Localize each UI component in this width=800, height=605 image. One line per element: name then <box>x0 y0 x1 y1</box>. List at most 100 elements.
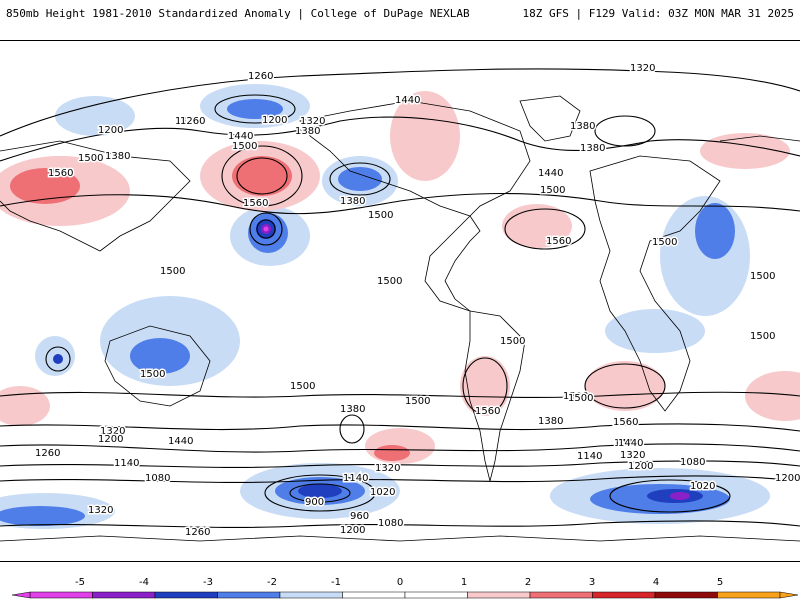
anomaly-neg4-region <box>670 492 690 500</box>
contour-1380-atlantic-low <box>594 115 656 147</box>
colorbar-segment <box>467 591 531 599</box>
anomaly-neg2-region <box>130 338 190 374</box>
contour-label: 1200 <box>262 115 287 126</box>
colorbar-tick-label: -3 <box>203 577 213 588</box>
colorbar-min-arrow <box>11 591 31 599</box>
colorbar-segment <box>717 591 781 599</box>
contour-label: 1020 <box>690 481 715 492</box>
contour-label: 1380 <box>340 196 365 207</box>
colorbar-ticks: -5 -4 -3 -2 -1 0 1 2 3 4 5 <box>75 577 723 588</box>
model-valid-time: 18Z GFS | F129 Valid: 03Z MON MAR 31 202… <box>522 7 794 20</box>
colorbar-segment <box>404 591 468 599</box>
contour-1320-south <box>0 443 800 453</box>
contour-label: 1140 <box>343 473 368 484</box>
colorbar-tick-label: 1 <box>461 577 467 588</box>
asia-coast-west <box>0 140 191 252</box>
colorbar-segment <box>29 591 93 599</box>
colorbar-segment <box>654 591 718 599</box>
contour-label: 1320 <box>375 463 400 474</box>
europe-africa-coast <box>589 155 721 412</box>
contour-label: 1260 <box>180 116 205 127</box>
contour-label: 1380 <box>570 121 595 132</box>
contour-label: 1260 <box>175 116 200 127</box>
contour-1320-north <box>0 68 800 137</box>
antarctica-coast <box>0 535 800 542</box>
contour-1380-low <box>329 162 391 196</box>
colorbar: -5 -4 -3 -2 -1 0 1 2 3 4 5 <box>0 570 800 600</box>
contour-label: 1500 <box>78 153 103 164</box>
anomaly-pos1-region <box>585 361 665 411</box>
colorbar-segments <box>11 591 799 599</box>
contour-label: 1260 <box>185 527 210 538</box>
anomaly-pos2-region <box>374 445 410 461</box>
contour-label: 1500 <box>405 396 430 407</box>
contour-label: 1500 <box>290 381 315 392</box>
contour-label: 1380 <box>295 126 320 137</box>
colorbar-segment <box>342 591 406 599</box>
contour-label: 1320 <box>100 426 125 437</box>
contour-label: 960 <box>350 511 369 522</box>
contour-low-pacific <box>249 212 283 246</box>
contour-1500-north <box>0 192 800 215</box>
colorbar-tick-label: -2 <box>267 577 277 588</box>
contour-label: 1380 <box>105 151 130 162</box>
contour-label: 1500 <box>568 393 593 404</box>
contour-label: 1500 <box>160 266 185 277</box>
contour-label: 1440 <box>168 436 193 447</box>
contour-label: 1200 <box>775 473 800 484</box>
contour-label: 1560 <box>613 417 638 428</box>
contour-label: 1320 <box>630 63 655 74</box>
contour-label: 1500 <box>563 391 588 402</box>
south-america-coast <box>464 310 526 482</box>
contour-label: 1440 <box>538 168 563 179</box>
contour-label: 1500 <box>232 141 257 152</box>
contour-1140-south <box>0 475 800 483</box>
colorbar-segment <box>529 591 593 599</box>
contour-label: 1320 <box>300 116 325 127</box>
contour-label: 1440 <box>614 438 639 449</box>
contour-label: 1560 <box>612 416 637 427</box>
contour-1380-north <box>0 116 800 162</box>
map-title: 850mb Height 1981-2010 Standardized Anom… <box>6 7 470 20</box>
contour-label: 1200 <box>628 461 653 472</box>
colorbar-tick-label: 4 <box>653 577 659 588</box>
colorbar-tick-label: 2 <box>525 577 531 588</box>
anomaly-pos1-region <box>0 386 50 426</box>
contour-label: 1440 <box>618 438 643 449</box>
contour-1560-south <box>584 363 666 409</box>
contour-label: 1140 <box>577 451 602 462</box>
contour-1200-south <box>0 460 800 468</box>
colorbar-tick-label: 3 <box>589 577 595 588</box>
contour-label: 1440 <box>395 95 420 106</box>
contour-label: 1080 <box>680 457 705 468</box>
contour-label: 1080 <box>378 518 403 529</box>
anomaly-pos1-region <box>460 356 510 416</box>
contour-label: 1200 <box>340 525 365 536</box>
colorbar-tick-label: 0 <box>397 577 403 588</box>
contour-label: 1260 <box>35 448 60 459</box>
contour-label: 1080 <box>145 473 170 484</box>
contour-label-layer: 1260 1200 1260 1320 1380 1440 1500 1560 … <box>34 62 800 540</box>
coastlines <box>0 95 800 542</box>
anomaly-neg5-region <box>263 226 269 232</box>
contour-label: 1560 <box>475 406 500 417</box>
contour-label: 1260 <box>248 71 273 82</box>
contour-label: 1500 <box>750 331 775 342</box>
colorbar-tick-label: -1 <box>331 577 341 588</box>
height-contours <box>0 68 800 528</box>
contour-label: 1500 <box>652 237 677 248</box>
contour-label: 1560 <box>243 198 268 209</box>
contour-label: 1500 <box>750 271 775 282</box>
anomaly-neg2-region <box>0 506 85 526</box>
colorbar-tick-label: -4 <box>139 577 149 588</box>
anomaly-pos1-region <box>502 204 572 248</box>
contour-label: 1500 <box>368 210 393 221</box>
anomaly-pos2-region <box>232 156 292 196</box>
contour-label: 1020 <box>370 487 395 498</box>
contour-label: 1440 <box>228 131 253 142</box>
contour-label: 1200 <box>98 434 123 445</box>
contour-label: 1500 <box>500 336 525 347</box>
contour-900-low <box>289 483 351 503</box>
contour-label: 1320 <box>620 450 645 461</box>
colorbar-tick-label: 5 <box>717 577 723 588</box>
